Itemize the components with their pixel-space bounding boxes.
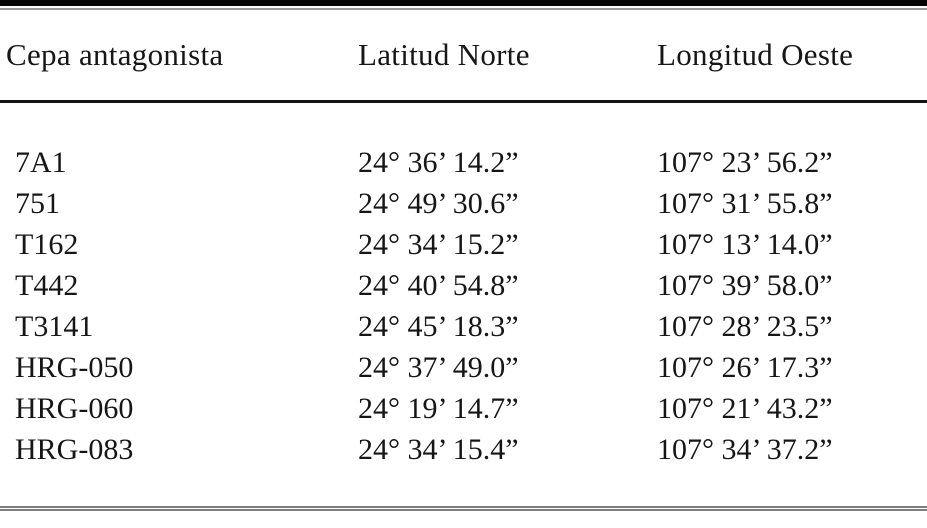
cepa-cell: T162 xyxy=(15,228,79,261)
cepa-cell: T3141 xyxy=(15,310,94,343)
latitude-cell: 24° 36’ 14.2” xyxy=(358,146,519,179)
table-row: T442 24° 40’ 54.8” 107° 39’ 58.0” xyxy=(0,265,927,306)
table-header-rule xyxy=(0,100,927,103)
longitude-cell: 107° 13’ 14.0” xyxy=(657,228,833,261)
longitude-cell: 107° 26’ 17.3” xyxy=(657,351,833,384)
latitude-cell: 24° 49’ 30.6” xyxy=(358,187,519,220)
cepa-cell: 751 xyxy=(15,187,60,220)
cepa-cell: HRG-060 xyxy=(15,392,134,425)
longitude-cell: 107° 39’ 58.0” xyxy=(657,269,833,302)
cepa-cell: HRG-050 xyxy=(15,351,134,384)
column-header-cepa: Cepa antagonista xyxy=(6,37,224,72)
cepa-cell: T442 xyxy=(15,269,79,302)
latitude-cell: 24° 37’ 49.0” xyxy=(358,351,519,384)
table-body: 7A1 24° 36’ 14.2” 107° 23’ 56.2” 751 24°… xyxy=(0,103,927,470)
table-row: 7A1 24° 36’ 14.2” 107° 23’ 56.2” xyxy=(0,142,927,183)
table-row: T162 24° 34’ 15.2” 107° 13’ 14.0” xyxy=(0,224,927,265)
table-row: HRG-050 24° 37’ 49.0” 107° 26’ 17.3” xyxy=(0,347,927,388)
table-top-rule xyxy=(0,0,927,10)
latitude-cell: 24° 45’ 18.3” xyxy=(358,310,519,343)
longitude-cell: 107° 34’ 37.2” xyxy=(657,433,833,466)
longitude-cell: 107° 21’ 43.2” xyxy=(657,392,833,425)
table-row: T3141 24° 45’ 18.3” 107° 28’ 23.5” xyxy=(0,306,927,347)
table-header-row: Cepa antagonista Latitud Norte Longitud … xyxy=(0,10,927,100)
table-row: HRG-083 24° 34’ 15.4” 107° 34’ 37.2” xyxy=(0,429,927,470)
longitude-cell: 107° 23’ 56.2” xyxy=(657,146,833,179)
latitude-cell: 24° 19’ 14.7” xyxy=(358,392,519,425)
table-row: 751 24° 49’ 30.6” 107° 31’ 55.8” xyxy=(0,183,927,224)
table-bottom-rule xyxy=(0,506,927,511)
latitude-cell: 24° 34’ 15.4” xyxy=(358,433,519,466)
cepa-cell: HRG-083 xyxy=(15,433,134,466)
latitude-cell: 24° 34’ 15.2” xyxy=(358,228,519,261)
table-row: HRG-060 24° 19’ 14.7” 107° 21’ 43.2” xyxy=(0,388,927,429)
cepa-cell: 7A1 xyxy=(15,146,67,179)
longitude-cell: 107° 28’ 23.5” xyxy=(657,310,833,343)
column-header-latitud: Latitud Norte xyxy=(358,37,530,72)
latitude-cell: 24° 40’ 54.8” xyxy=(358,269,519,302)
longitude-cell: 107° 31’ 55.8” xyxy=(657,187,833,220)
column-header-longitud: Longitud Oeste xyxy=(657,37,854,72)
